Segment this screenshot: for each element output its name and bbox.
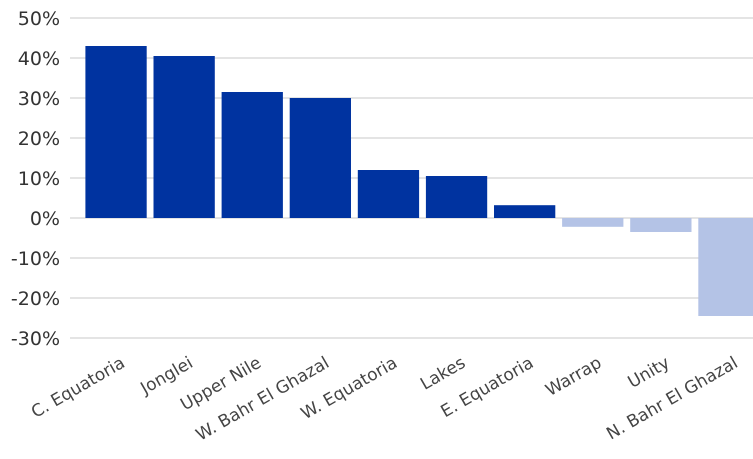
bar-warrap [562,218,624,227]
bar-upper-nile [221,92,283,218]
x-category-label: Warrap [542,353,605,401]
y-tick-label: 10% [18,168,60,190]
y-tick-label: 30% [18,88,60,110]
bar-w-bahr-el-ghazal [289,98,351,218]
bar-c-equatoria [85,46,147,218]
bar-w-equatoria [357,170,420,218]
bar-e-equatoria [494,205,556,218]
bar-lakes [425,176,488,218]
x-category-label: Unity [625,353,674,393]
x-category-label: N. Bahr El Ghazal [603,353,741,444]
y-tick-label: -30% [11,328,60,350]
x-category-label: Lakes [417,353,469,395]
y-axis-ticks: 50% 40% 30% 20% 10% 0% -10% -20% -30% [11,8,60,350]
y-tick-label: 20% [18,128,60,150]
bar-n-bahr-el-ghazal [698,218,753,316]
bar-unity [630,218,692,232]
y-tick-label: -10% [11,248,60,270]
y-tick-label: 0% [30,208,60,230]
y-tick-label: 40% [18,48,60,70]
bars [85,46,753,316]
y-tick-label: -20% [11,288,60,310]
x-category-label: C. Equatoria [28,353,129,423]
y-tick-label: 50% [18,8,60,30]
bar-jonglei [153,56,215,218]
